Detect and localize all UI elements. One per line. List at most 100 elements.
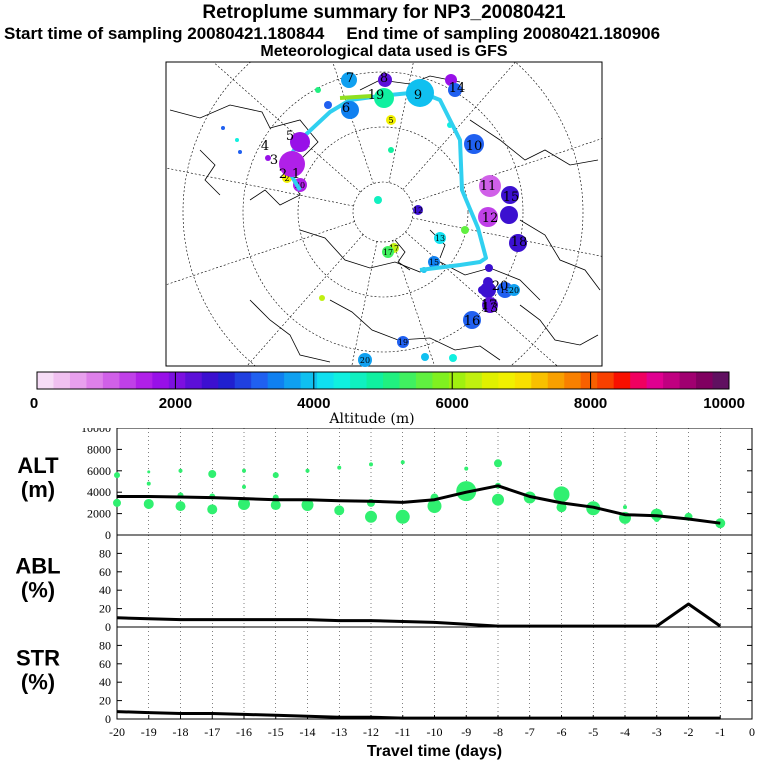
altitude-point [208, 470, 217, 479]
colorbar-cell [679, 372, 697, 389]
plume-marker [319, 295, 325, 301]
x-tick-label: -11 [395, 725, 411, 739]
colorbar-cell [696, 372, 714, 389]
y-tick-label: 80 [99, 546, 111, 560]
track-marker [480, 282, 496, 298]
colorbar-cell [564, 372, 582, 389]
colorbar-cell [646, 372, 664, 389]
colorbar-tick-label: 6000 [436, 395, 469, 412]
y-tick-label: 20 [99, 694, 111, 708]
plume-marker [497, 282, 513, 298]
altitude-point [492, 493, 504, 506]
colorbar-tick-label: 2000 [159, 395, 192, 412]
y-tick-label: 10000 [81, 428, 111, 435]
y-tick-label: 8000 [87, 442, 111, 456]
x-tick-label: -10 [427, 725, 443, 739]
plume-label: 20 [295, 181, 305, 190]
plume-label: 13 [435, 234, 445, 243]
coastline [169, 104, 319, 206]
y-tick-label: 60 [99, 565, 111, 579]
altitude-point [653, 515, 660, 522]
x-tick-label: -4 [620, 725, 630, 739]
altitude-point [272, 472, 279, 479]
track-marker [464, 134, 484, 154]
colorbar-cell [69, 372, 87, 389]
panel-label: ALT [17, 453, 59, 478]
colorbar-cell [399, 372, 417, 389]
track-day-label: 7 [346, 71, 354, 86]
colorbar-cell [663, 372, 681, 389]
plume-marker [235, 138, 239, 142]
colorbar-tick-label: 4000 [297, 395, 330, 412]
track-marker [482, 297, 498, 313]
altitude-point [242, 484, 246, 489]
track-marker [374, 88, 394, 108]
colorbar-cell [350, 372, 368, 389]
track-day-label: 5 [286, 129, 294, 144]
plume-marker [265, 155, 271, 161]
plume-label: 17 [389, 244, 399, 253]
sampling-times: Start time of sampling 20080421.180844 En… [4, 24, 768, 44]
altitude-point [143, 498, 154, 509]
altitude-point [369, 462, 373, 467]
colorbar-cell [284, 372, 302, 389]
colorbar-cell [531, 372, 549, 389]
track-day-label: 6 [342, 101, 350, 116]
trajectory-segment [339, 94, 373, 100]
x-tick-label: -3 [652, 725, 662, 739]
track-marker [341, 72, 357, 88]
coastline [469, 119, 599, 166]
x-tick-label: -2 [684, 725, 694, 739]
plume-label: 19 [500, 286, 510, 295]
y-tick-label: 2000 [87, 507, 111, 521]
colorbar-cell [300, 372, 318, 389]
track-marker [463, 311, 481, 329]
colorbar-cell [514, 372, 532, 389]
plume-marker [397, 336, 409, 348]
coastline [199, 149, 221, 196]
colorbar-ticks: 0 2000 4000 6000 8000 10000 [30, 372, 745, 412]
end-time-label: End time of sampling 20080421.180906 [346, 24, 661, 43]
colorbar-cell [547, 372, 565, 389]
track-marker [448, 83, 462, 97]
panel-frame [116, 626, 753, 720]
series-line [117, 484, 721, 525]
coastline [329, 299, 501, 361]
track-day-label: 2 [279, 167, 287, 182]
colorbar-cell [597, 372, 615, 389]
colorbar-tick-label: 0 [30, 395, 38, 412]
x-tick-label: -7 [525, 725, 535, 739]
track-day-label: 12 [482, 211, 499, 226]
altitude-point [270, 500, 281, 511]
map-coastlines [169, 75, 601, 363]
track-marker [445, 74, 457, 86]
track-marker [485, 264, 493, 272]
x-tick-label: -8 [493, 725, 503, 739]
coastline [249, 299, 331, 363]
series-line [116, 602, 722, 628]
plume-marker [358, 353, 372, 367]
plume-marker [221, 126, 225, 130]
colorbar-cell [317, 372, 335, 389]
colorbar-cells [37, 372, 730, 389]
y-tick-label: 6000 [87, 464, 111, 478]
colorbar-cell [465, 372, 483, 389]
colorbar-cell [102, 372, 120, 389]
colorbar-cell [53, 372, 71, 389]
altitude-point [395, 509, 410, 524]
colorbar-cell [333, 372, 351, 389]
altitude-point [400, 460, 405, 465]
colorbar-cell [383, 372, 400, 389]
colorbar-cell [366, 372, 384, 389]
colorbar-cell [86, 372, 104, 389]
y-tick-label: 80 [99, 638, 111, 652]
colorbar-cell [119, 372, 137, 389]
x-tick-label: 0 [749, 725, 755, 739]
latitude-circle [297, 126, 469, 298]
y-tick-label: 20 [99, 602, 111, 616]
met-data-label: Meteorological data used is GFS [260, 43, 508, 60]
track-day-label: 8 [380, 71, 388, 86]
colorbar-cell [135, 372, 153, 389]
track-day-label: 9 [414, 88, 422, 103]
meridian-line [411, 138, 602, 203]
